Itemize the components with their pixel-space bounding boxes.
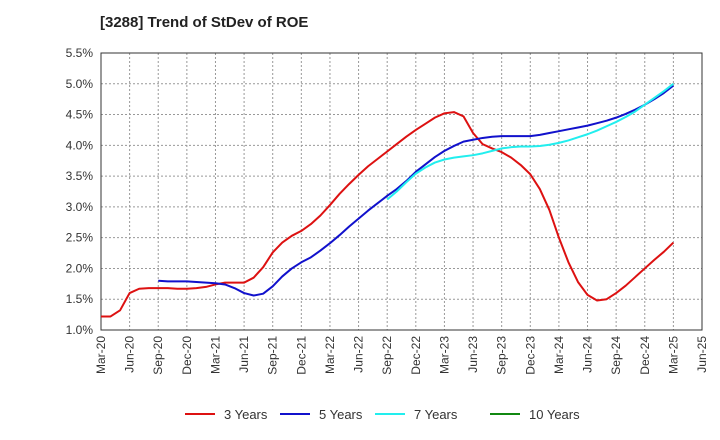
y-tick-label: 1.0% xyxy=(66,323,94,337)
legend: 3 Years 5 Years 7 Years 10 Years xyxy=(185,407,580,422)
x-tick-label: Jun-21 xyxy=(237,336,251,373)
x-axis-ticks: Mar-20 Jun-20 Sep-20 Dec-20 Mar-21 Jun-21 Sep-… xyxy=(94,336,709,375)
x-tick-label: Dec-23 xyxy=(523,336,537,375)
y-axis-ticks: 1.0% 1.5% 2.0% 2.5% 3.0% 3.5% 4.0% 4.5% 5.0% 5.5% xyxy=(66,46,94,337)
x-tick-label: Mar-22 xyxy=(323,336,337,374)
x-tick-label: Dec-20 xyxy=(180,336,194,375)
x-tick-label: Jun-23 xyxy=(466,336,480,373)
x-tick-label: Jun-25 xyxy=(695,336,709,373)
x-tick-label: Sep-24 xyxy=(609,336,623,375)
x-tick-label: Jun-24 xyxy=(581,336,595,373)
x-tick-label: Dec-22 xyxy=(409,336,423,375)
series-line-0 xyxy=(101,111,675,318)
x-tick-label: Sep-20 xyxy=(151,336,165,375)
y-tick-label: 3.0% xyxy=(66,200,94,214)
plot-area-border xyxy=(100,52,703,331)
x-tick-label: Dec-24 xyxy=(638,336,652,375)
x-tick-label: Mar-23 xyxy=(437,336,451,374)
y-tick-label: 3.5% xyxy=(66,169,94,183)
series-line-2 xyxy=(386,82,674,201)
series-line-1 xyxy=(158,84,674,297)
x-tick-label: Sep-22 xyxy=(380,336,394,375)
plot-frame xyxy=(100,52,703,331)
y-tick-label: 2.5% xyxy=(66,231,94,245)
legend-label: 3 Years xyxy=(224,407,268,422)
x-tick-label: Jun-20 xyxy=(123,336,137,373)
y-tick-label: 5.5% xyxy=(66,46,94,60)
y-tick-label: 2.0% xyxy=(66,261,94,275)
legend-label: 7 Years xyxy=(414,407,458,422)
y-tick-label: 4.5% xyxy=(66,108,94,122)
legend-label: 5 Years xyxy=(319,407,363,422)
chart-title: [3288] Trend of StDev of ROE xyxy=(100,14,309,31)
x-tick-label: Mar-25 xyxy=(666,336,680,374)
x-tick-label: Mar-20 xyxy=(94,336,108,374)
series-layer xyxy=(101,82,675,318)
x-tick-label: Sep-23 xyxy=(495,336,509,375)
y-tick-label: 5.0% xyxy=(66,77,94,91)
x-tick-label: Sep-21 xyxy=(266,336,280,375)
x-tick-label: Mar-24 xyxy=(552,336,566,374)
legend-label: 10 Years xyxy=(529,407,580,422)
y-tick-label: 4.0% xyxy=(66,138,94,152)
x-tick-label: Mar-21 xyxy=(208,336,222,374)
y-tick-label: 1.5% xyxy=(66,292,94,306)
x-tick-label: Jun-22 xyxy=(352,336,366,373)
x-tick-label: Dec-21 xyxy=(294,336,308,375)
